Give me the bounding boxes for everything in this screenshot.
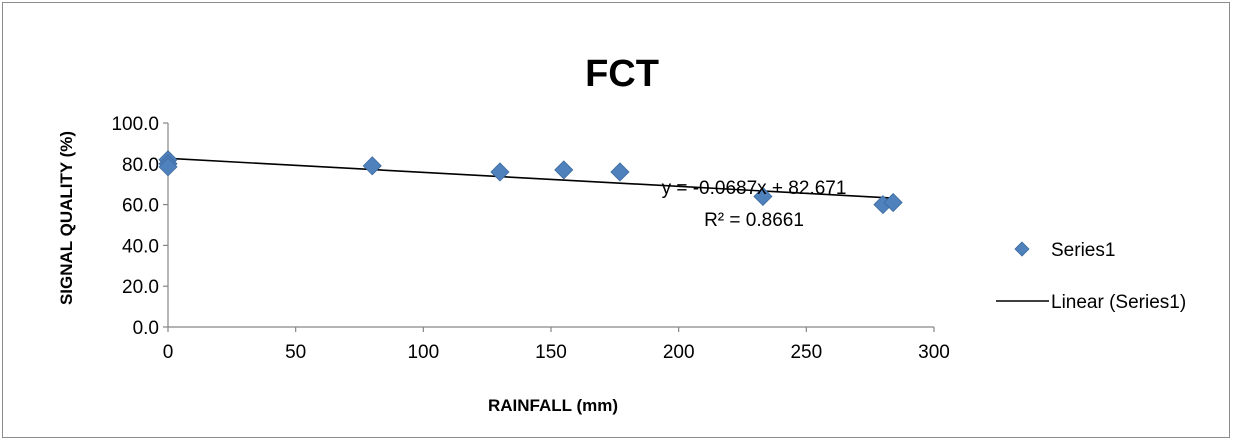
x-tick-label: 300 (918, 342, 950, 363)
chart-title: FCT (585, 53, 659, 95)
y-axis-title: SIGNAL QUALITY (%) (57, 131, 76, 305)
legend: Series1 Linear (Series1) (996, 240, 1186, 313)
data-point (883, 192, 903, 213)
trendline-r-squared: R² = 0.8661 (704, 210, 804, 231)
y-tick-label: 60.0 (122, 196, 159, 217)
x-tick-label: 250 (790, 342, 822, 363)
trendline (167, 157, 894, 199)
data-point (554, 160, 574, 180)
trendline-equation: y = -0.0687x + 82.671 (662, 178, 847, 199)
legend-trendline-label: Linear (Series1) (1051, 292, 1186, 313)
x-axis-title: RAINFALL (mm) (488, 396, 618, 415)
x-tick-label: 50 (285, 342, 306, 363)
y-tick-label: 0.0 (133, 318, 159, 339)
series1-points (158, 150, 903, 215)
y-tick-label: 80.0 (122, 155, 159, 176)
x-axis-ticks: 0 50 100 150 200 250 300 (163, 327, 950, 363)
legend-series1-marker (1014, 241, 1030, 257)
y-axis-ticks: 0.0 20.0 40.0 60.0 80.0 100.0 (111, 114, 168, 339)
data-point (753, 186, 773, 207)
x-tick-label: 100 (407, 342, 439, 363)
data-point (610, 162, 630, 182)
x-tick-label: 150 (535, 342, 567, 363)
data-point (362, 156, 382, 176)
data-point (158, 157, 178, 177)
legend-series1-label: Series1 (1051, 240, 1115, 261)
x-tick-label: 200 (663, 342, 695, 363)
x-tick-label: 0 (163, 342, 174, 363)
y-tick-label: 20.0 (122, 277, 159, 298)
y-tick-label: 100.0 (111, 114, 159, 135)
data-point (490, 162, 510, 182)
y-tick-label: 40.0 (122, 236, 159, 257)
